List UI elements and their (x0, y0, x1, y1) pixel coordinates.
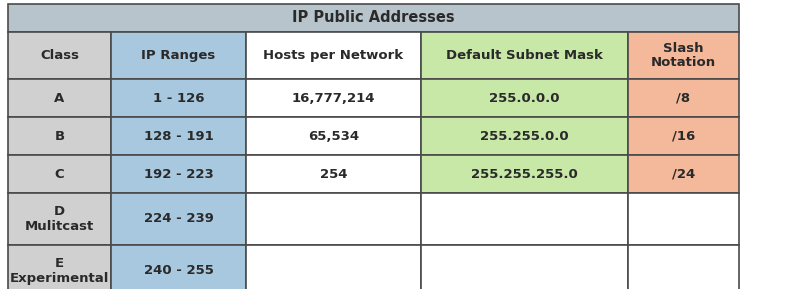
Bar (421, 117, 628, 155)
Text: 192 - 223: 192 - 223 (143, 168, 213, 181)
Text: C: C (55, 168, 64, 181)
Bar (421, 155, 628, 193)
Bar (628, 155, 739, 193)
Text: 255.255.0.0: 255.255.0.0 (480, 129, 569, 142)
Bar (421, 32, 628, 79)
Text: Hosts per Network: Hosts per Network (263, 49, 404, 62)
Text: D
Mulitcast: D Mulitcast (25, 205, 94, 233)
Bar (246, 79, 421, 117)
Bar (8, 32, 111, 79)
Text: /16: /16 (672, 129, 695, 142)
Text: Slash
Notation: Slash Notation (651, 42, 716, 69)
Bar (246, 155, 421, 193)
Text: E
Experimental: E Experimental (10, 257, 109, 285)
Text: A: A (54, 92, 64, 105)
Bar (421, 79, 628, 117)
Text: 255.0.0.0: 255.0.0.0 (490, 92, 560, 105)
Text: B: B (54, 129, 64, 142)
Text: /8: /8 (677, 92, 691, 105)
Bar (111, 79, 246, 117)
Bar (111, 245, 246, 289)
Text: IP Public Addresses: IP Public Addresses (292, 10, 455, 25)
Bar (111, 32, 246, 79)
Bar (111, 155, 246, 193)
Text: 224 - 239: 224 - 239 (143, 212, 213, 225)
Bar (246, 32, 421, 79)
Text: 16,777,214: 16,777,214 (292, 92, 375, 105)
Bar (628, 193, 739, 245)
Bar (628, 32, 739, 79)
Bar (421, 193, 628, 245)
Bar (8, 117, 111, 155)
Bar (8, 245, 111, 289)
Text: 128 - 191: 128 - 191 (143, 129, 213, 142)
Text: 254: 254 (320, 168, 347, 181)
Bar (246, 245, 421, 289)
Text: 240 - 255: 240 - 255 (143, 264, 213, 277)
Bar (628, 117, 739, 155)
Text: Class: Class (40, 49, 79, 62)
Bar (8, 193, 111, 245)
Bar (421, 245, 628, 289)
Bar (628, 245, 739, 289)
Text: IP Ranges: IP Ranges (142, 49, 216, 62)
Text: 255.255.255.0: 255.255.255.0 (471, 168, 578, 181)
Text: /24: /24 (672, 168, 695, 181)
Bar (246, 117, 421, 155)
Bar (8, 4, 739, 32)
Text: Default Subnet Mask: Default Subnet Mask (446, 49, 603, 62)
Bar (8, 155, 111, 193)
Bar (111, 193, 246, 245)
Bar (246, 193, 421, 245)
Bar (628, 79, 739, 117)
Text: 65,534: 65,534 (308, 129, 359, 142)
Bar (111, 117, 246, 155)
Bar (8, 79, 111, 117)
Text: 1 - 126: 1 - 126 (153, 92, 205, 105)
